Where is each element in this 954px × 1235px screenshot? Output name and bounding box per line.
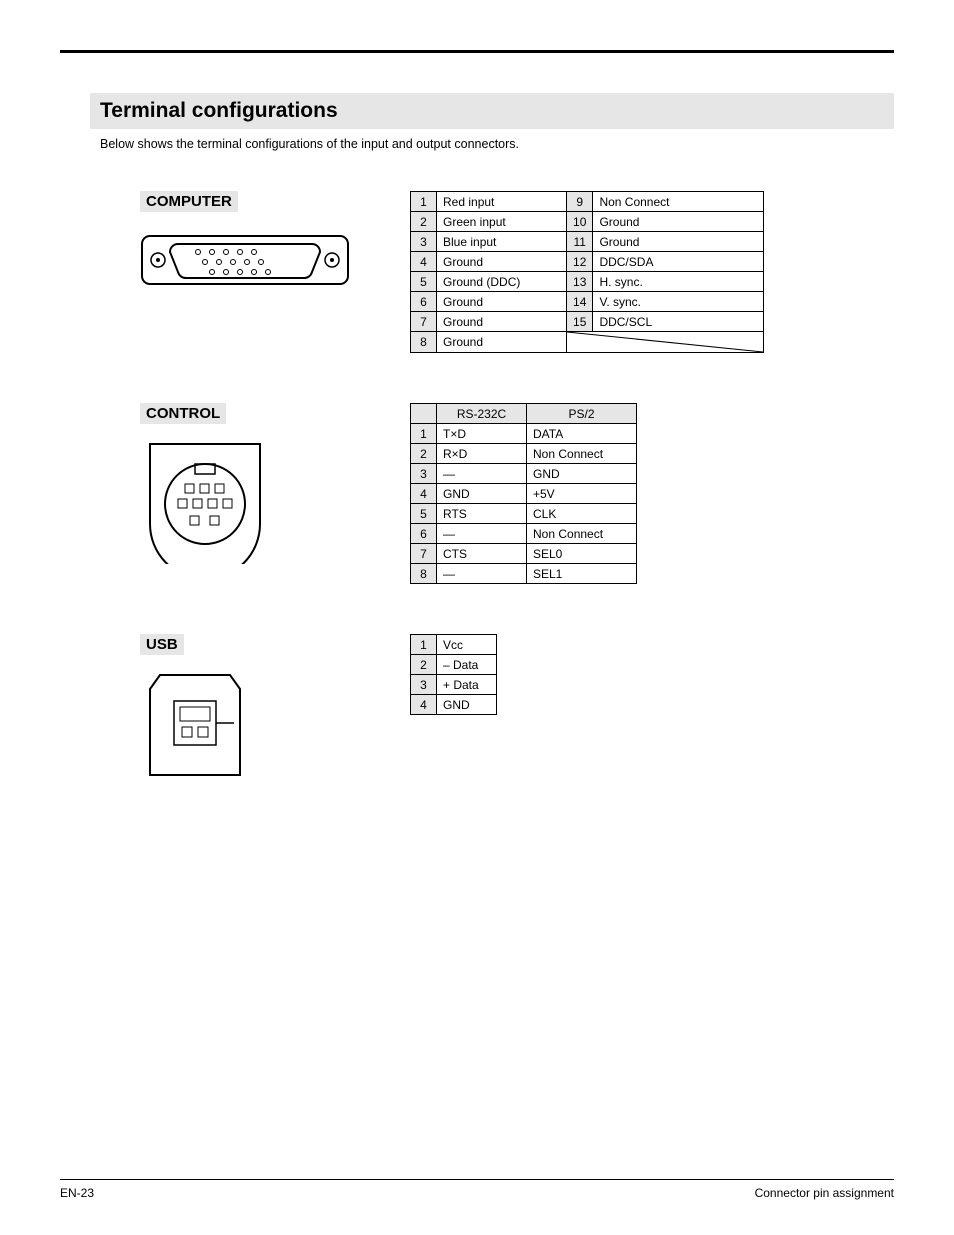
- pin-signal: Non Connect: [527, 524, 637, 544]
- usb-title: USB: [140, 634, 184, 655]
- pin-signal: R×D: [437, 444, 527, 464]
- pin-signal: H. sync.: [593, 272, 764, 292]
- pin-signal: T×D: [437, 424, 527, 444]
- pin-signal: Non Connect: [593, 192, 764, 212]
- pin-number: 8: [411, 332, 437, 353]
- pin-number: 4: [411, 695, 437, 715]
- column-header: PS/2: [527, 404, 637, 424]
- pin-signal: Ground: [437, 252, 567, 272]
- computer-pin-table: 1Red input9Non Connect2Green input10Grou…: [410, 191, 764, 353]
- pin-signal: – Data: [437, 655, 497, 675]
- minidin8-icon: [140, 434, 270, 564]
- usb-b-icon: [140, 665, 250, 785]
- pin-signal: Ground: [593, 212, 764, 232]
- pin-number: 3: [411, 232, 437, 252]
- pin-signal: DDC/SDA: [593, 252, 764, 272]
- pin-signal: DATA: [527, 424, 637, 444]
- pin-number: 2: [411, 444, 437, 464]
- pin-signal: Ground: [437, 332, 567, 353]
- pin-number: 1: [411, 424, 437, 444]
- pin-signal: GND: [527, 464, 637, 484]
- pin-number: 2: [411, 212, 437, 232]
- pin-signal: —: [437, 464, 527, 484]
- pin-number: 14: [567, 292, 593, 312]
- pin-signal: RTS: [437, 504, 527, 524]
- pin-signal: CLK: [527, 504, 637, 524]
- pin-signal: Ground (DDC): [437, 272, 567, 292]
- pin-signal: CTS: [437, 544, 527, 564]
- pin-signal: SEL0: [527, 544, 637, 564]
- pin-signal: Green input: [437, 212, 567, 232]
- pin-number: 9: [567, 192, 593, 212]
- pin-signal: + Data: [437, 675, 497, 695]
- dsub15-icon: [140, 222, 350, 302]
- pin-number: 13: [567, 272, 593, 292]
- pin-number: 11: [567, 232, 593, 252]
- section-heading: Terminal configurations: [90, 93, 894, 129]
- pin-number: 8: [411, 564, 437, 584]
- pin-number: 7: [411, 312, 437, 332]
- pin-number: 1: [411, 635, 437, 655]
- pin-number: 5: [411, 272, 437, 292]
- pin-number: 6: [411, 292, 437, 312]
- pin-signal: Ground: [593, 232, 764, 252]
- subsection-computer: COMPUTER 1Red input9Non Connect 2Green in…: [140, 191, 894, 353]
- empty-diagonal-cell: [567, 332, 764, 353]
- subsection-usb: USB 1Vcc2– Data3+ Data4GND: [140, 634, 894, 785]
- control-title: CONTROL: [140, 403, 226, 424]
- footer-right: Connector pin assignment: [755, 1186, 894, 1200]
- pin-number: 3: [411, 464, 437, 484]
- pin-number: 4: [411, 484, 437, 504]
- pin-number: 7: [411, 544, 437, 564]
- usb-pin-table: 1Vcc2– Data3+ Data4GND: [410, 634, 497, 715]
- pin-number: 6: [411, 524, 437, 544]
- pin-signal: Ground: [437, 292, 567, 312]
- pin-signal: +5V: [527, 484, 637, 504]
- pin-signal: Non Connect: [527, 444, 637, 464]
- section-note: Below shows the terminal configurations …: [100, 137, 894, 151]
- pin-number: 1: [411, 192, 437, 212]
- footer-left: EN-23: [60, 1186, 94, 1200]
- pin-number: 2: [411, 655, 437, 675]
- pin-signal: —: [437, 564, 527, 584]
- pin-signal: DDC/SCL: [593, 312, 764, 332]
- pin-signal: Red input: [437, 192, 567, 212]
- pin-number: 15: [567, 312, 593, 332]
- pin-signal: GND: [437, 695, 497, 715]
- pin-signal: Ground: [437, 312, 567, 332]
- pin-signal: V. sync.: [593, 292, 764, 312]
- pin-signal: Vcc: [437, 635, 497, 655]
- pin-number: 12: [567, 252, 593, 272]
- column-header: RS-232C: [437, 404, 527, 424]
- page-footer: EN-23 Connector pin assignment: [60, 1179, 894, 1200]
- computer-title: COMPUTER: [140, 191, 238, 212]
- subsection-control: CONTROL RS-232CPS/21T×DDATA2R×DNon Conne…: [140, 403, 894, 584]
- pin-signal: SEL1: [527, 564, 637, 584]
- pin-number: 4: [411, 252, 437, 272]
- pin-number: 10: [567, 212, 593, 232]
- pin-signal: —: [437, 524, 527, 544]
- control-pin-table: RS-232CPS/21T×DDATA2R×DNon Connect3—GND4…: [410, 403, 637, 584]
- column-header: [411, 404, 437, 424]
- pin-number: 5: [411, 504, 437, 524]
- pin-number: 3: [411, 675, 437, 695]
- pin-signal: Blue input: [437, 232, 567, 252]
- pin-signal: GND: [437, 484, 527, 504]
